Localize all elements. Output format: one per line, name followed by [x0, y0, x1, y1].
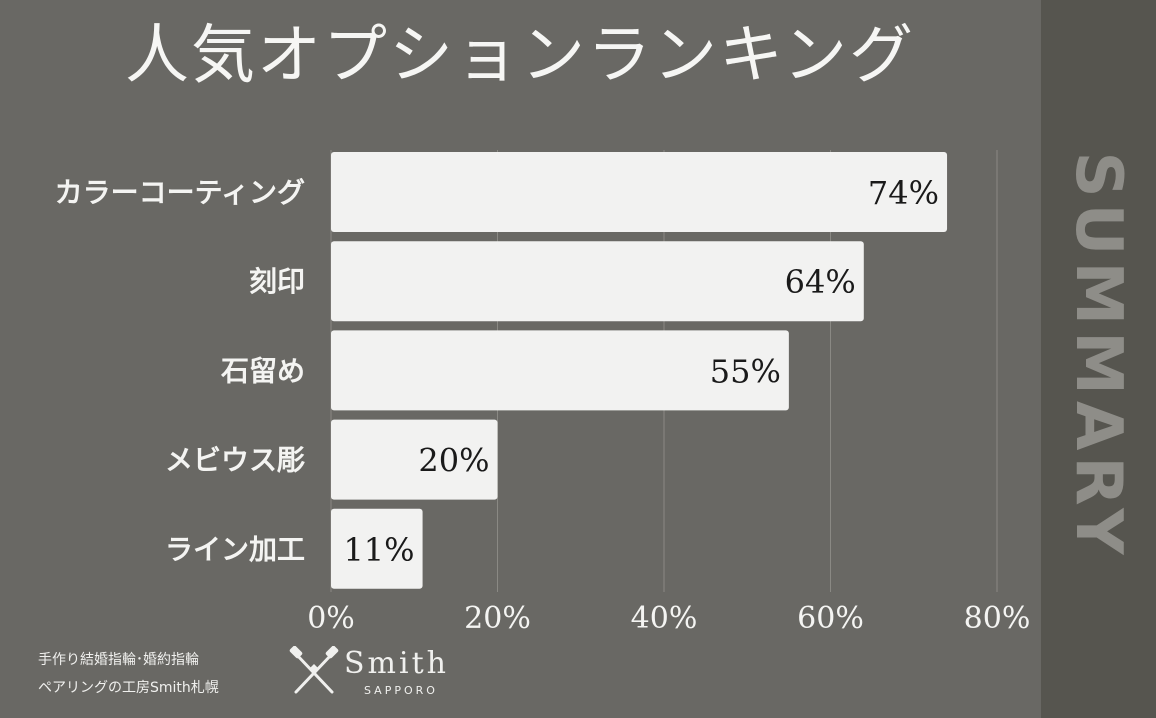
bar-3	[331, 330, 789, 411]
category-label-2: 刻印	[249, 265, 305, 298]
category-label-3: 石留め	[220, 354, 305, 387]
bar-2	[331, 241, 864, 322]
bar-1	[331, 152, 948, 232]
value-label-3: 55%	[710, 352, 781, 390]
footer-line-1: 手作り結婚指輪･婚約指輪	[38, 652, 199, 668]
category-label-5: ライン加工	[165, 533, 305, 566]
side-label: SUMMARY	[1061, 151, 1135, 561]
crossed-tools-icon	[289, 645, 339, 694]
side-band	[1041, 0, 1156, 718]
x-tick-label-80: 80%	[964, 601, 1031, 636]
x-tick-label-40: 40%	[631, 601, 698, 636]
value-label-1: 74%	[868, 174, 939, 212]
smith-logo: Smith SAPPORO	[288, 645, 468, 702]
bar-chart: カラーコーティング 74% 刻印 64% 石留め 55% メビウス彫 20% ライン加工 11% 0…	[55, 150, 1031, 636]
x-tick-label-20: 20%	[464, 601, 531, 636]
bar-5	[331, 508, 423, 589]
bar-4	[331, 419, 498, 500]
category-label-1: カラーコーティング	[55, 176, 305, 209]
value-label-2: 64%	[785, 263, 856, 301]
category-label-4: メビウス彫	[165, 444, 305, 477]
value-label-5: 11%	[343, 531, 414, 569]
x-tick-label-0: 0%	[307, 601, 355, 636]
footer-line-2: ペアリングの工房Smith札幌	[38, 680, 219, 696]
footer-text: 手作り結婚指輪･婚約指輪 ペアリングの工房Smith札幌	[38, 646, 219, 702]
logo-subtitle: SAPPORO	[364, 684, 438, 697]
value-label-4: 20%	[418, 442, 489, 480]
x-tick-label-60: 60%	[797, 601, 864, 636]
chart-title: 人気オプションランキング	[124, 19, 916, 93]
logo-wordmark: Smith	[344, 646, 449, 681]
